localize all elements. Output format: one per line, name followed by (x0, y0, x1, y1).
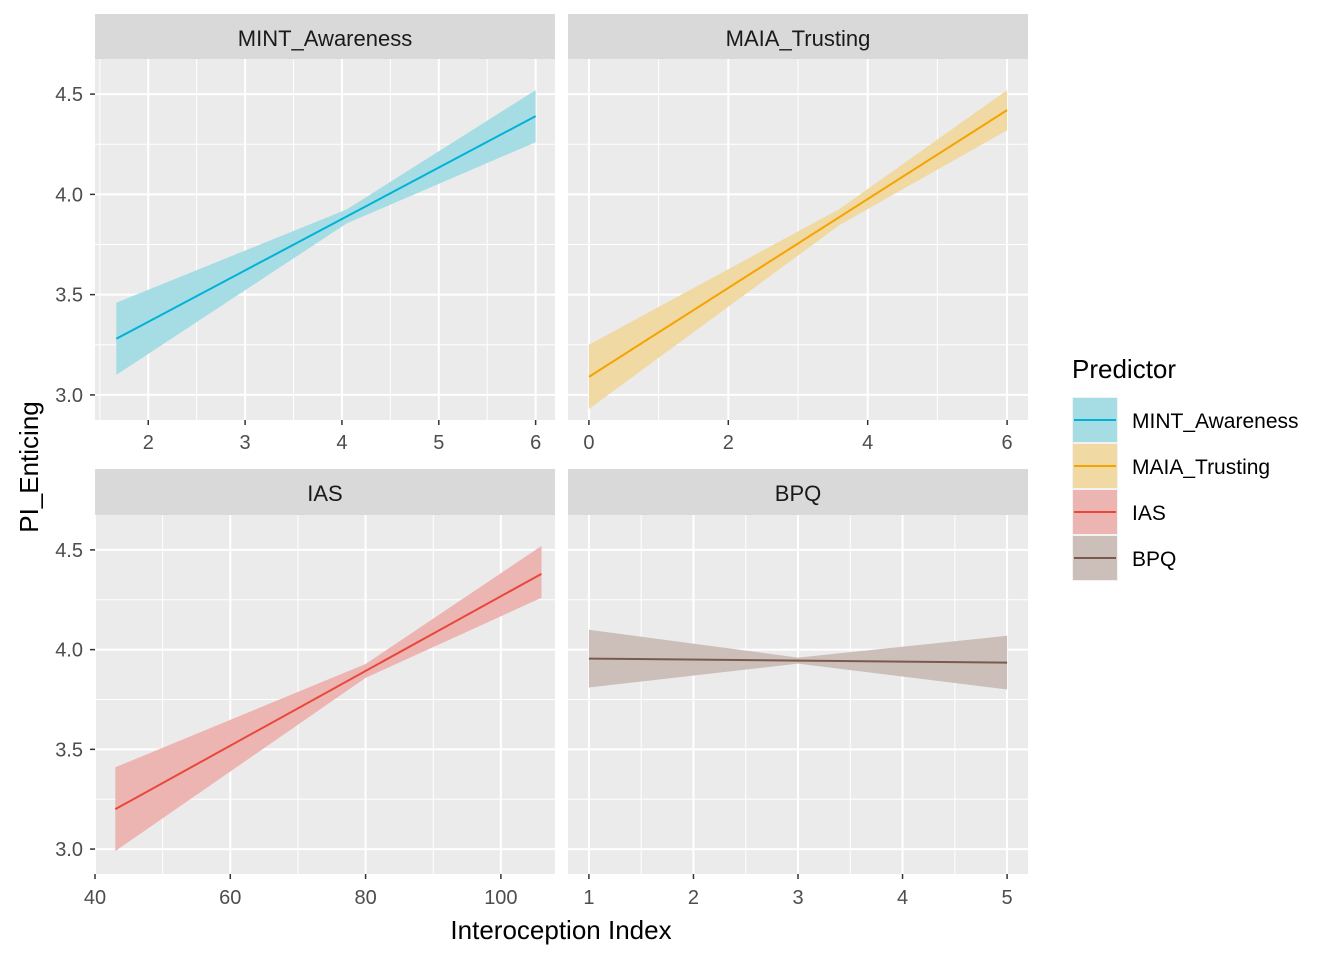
fit-line-ias (114, 572, 542, 811)
x-tick-label: 3 (792, 887, 803, 909)
legend-item-ias: IAS (1072, 489, 1166, 535)
strip-label-mint-awareness: MINT_Awareness (238, 26, 412, 51)
legend-title: Predictor (1072, 354, 1176, 384)
legend-label: MINT_Awareness (1132, 410, 1299, 433)
confidence-band-maia-trusting (588, 90, 1008, 409)
legend: Predictor MINT_Awareness MAIA_Trusting IAS… (1072, 354, 1299, 581)
x-tick-label: 2 (143, 432, 154, 454)
x-tick-label: 4 (336, 432, 347, 454)
x-tick-label: 80 (354, 887, 376, 909)
legend-item-mint-awareness: MINT_Awareness (1072, 397, 1299, 443)
y-tick-label: 4.0 (55, 640, 83, 662)
legend-label: MAIA_Trusting (1132, 456, 1270, 479)
panel-mint-awareness: MINT_Awareness 2 3 4 5 6 3.0 3.5 4.0 4.5 (55, 14, 555, 454)
panel-maia-trusting: MAIA_Trusting 0 2 4 6 (568, 14, 1028, 454)
x-tick-label: 6 (1002, 432, 1013, 454)
y-tick-label: 3.0 (55, 839, 83, 861)
x-tick-label: 3 (240, 432, 251, 454)
strip-label-maia-trusting: MAIA_Trusting (726, 26, 871, 51)
strip-label-bpq: BPQ (775, 481, 821, 506)
legend-item-maia-trusting: MAIA_Trusting (1072, 443, 1270, 489)
x-tick-label: 0 (583, 432, 594, 454)
confidence-band-mint-awareness (116, 90, 536, 375)
y-tick-label: 4.0 (55, 184, 83, 206)
panel-ias: IAS 40 60 80 100 3.0 3.5 4.0 4.5 (55, 469, 555, 909)
y-tick-label: 3.0 (55, 385, 83, 407)
panel-background-mint-awareness (95, 59, 555, 420)
x-tick-label: 40 (84, 887, 106, 909)
x-tick-label: 4 (862, 432, 873, 454)
y-axis-title: PI_Enticing (14, 401, 44, 533)
x-tick-label: 2 (688, 887, 699, 909)
y-tick-label: 3.5 (55, 739, 83, 761)
x-tick-label: 100 (484, 887, 517, 909)
x-tick-label: 5 (433, 432, 444, 454)
strip-label-ias: IAS (307, 481, 342, 506)
y-tick-label: 3.5 (55, 285, 83, 307)
fit-line-maia-trusting (588, 109, 1008, 378)
x-tick-label: 2 (723, 432, 734, 454)
confidence-band-ias (115, 545, 542, 852)
legend-label: BPQ (1132, 548, 1176, 571)
strip-mint-awareness (95, 14, 555, 59)
x-tick-label: 5 (1002, 887, 1013, 909)
strip-ias (95, 469, 555, 515)
x-tick-label: 6 (530, 432, 541, 454)
x-axis-title: Interoception Index (450, 915, 671, 945)
strip-bpq (568, 469, 1028, 515)
x-tick-label: 1 (583, 887, 594, 909)
y-tick-label: 4.5 (55, 540, 83, 562)
legend-label: IAS (1132, 502, 1166, 525)
strip-maia-trusting (568, 14, 1028, 59)
legend-item-bpq: BPQ (1072, 535, 1176, 581)
facet-panels: MINT_Awareness 2 3 4 5 6 3.0 3.5 4.0 4.5 MAIA_Trus… (55, 14, 1028, 909)
panel-bpq: BPQ 1 2 3 4 5 (568, 469, 1028, 909)
fit-line-mint-awareness (115, 115, 537, 340)
x-tick-label: 60 (219, 887, 241, 909)
y-tick-label: 4.5 (55, 84, 83, 106)
x-tick-label: 4 (897, 887, 908, 909)
fit-line-bpq (588, 657, 1008, 664)
